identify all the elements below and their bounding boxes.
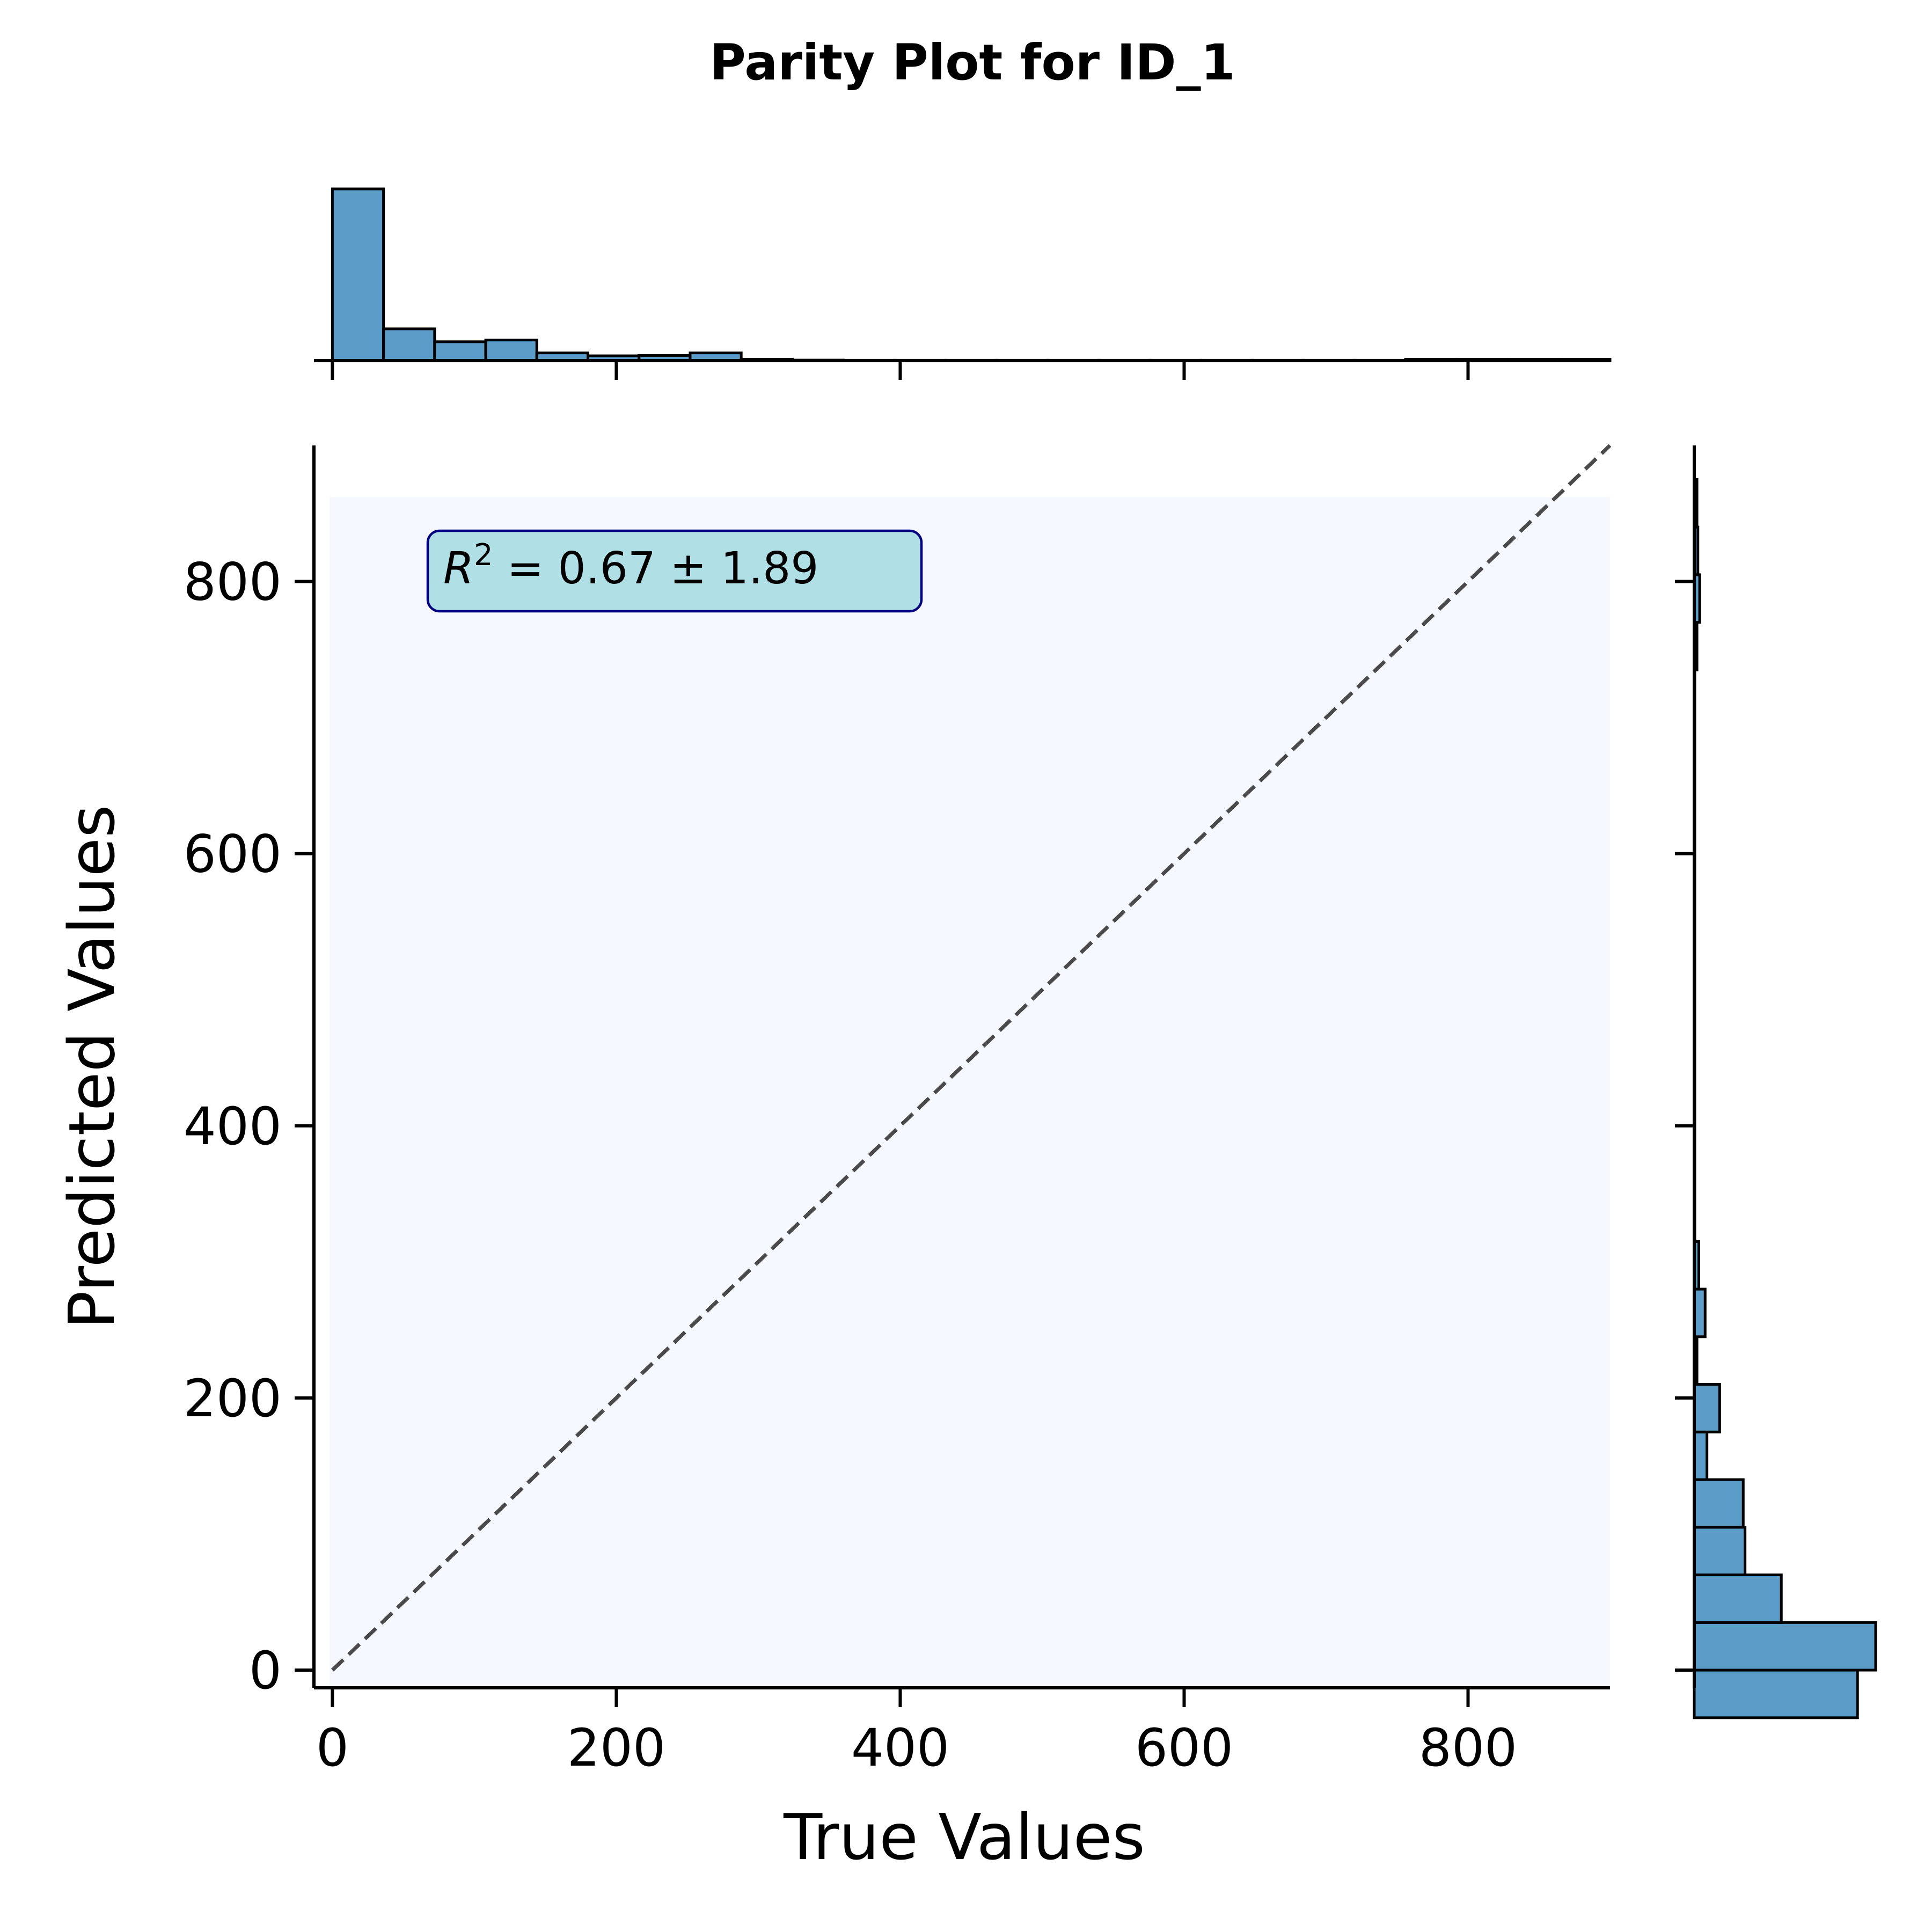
right-hist-bar — [1693, 1621, 1877, 1672]
x-tick-label: 200 — [567, 1718, 665, 1778]
r2-value: = 0.67 ± 1.89 — [493, 543, 819, 594]
r2-annotation-box — [426, 529, 923, 613]
y-tick-label: 0 — [249, 1641, 282, 1701]
x-tick-label: 600 — [1135, 1718, 1233, 1778]
right-hist-bar — [1693, 1668, 1859, 1719]
top-hist-bar — [382, 327, 436, 362]
main-plot-area — [330, 444, 1612, 1688]
right-hist-bar — [1693, 1383, 1721, 1433]
y-tick-label: 200 — [184, 1368, 282, 1429]
right-hist-bar — [1693, 1526, 1747, 1577]
main-axes — [295, 445, 1610, 1707]
r2-symbol: R — [443, 543, 474, 594]
y-tick-label: 800 — [184, 552, 282, 612]
x-axis-label: True Values — [783, 1800, 1145, 1874]
parity-line — [331, 444, 1612, 1672]
top-marginal-histogram — [314, 187, 1612, 380]
right-hist-bar — [1693, 1574, 1783, 1624]
top-hist-bar — [331, 187, 385, 362]
density-background — [330, 497, 1610, 1688]
x-tick-label: 0 — [316, 1718, 349, 1778]
top-hist-bar — [484, 339, 538, 362]
y-tick-labels: 0 200 400 600 800 — [184, 552, 282, 1701]
right-hist-bar — [1693, 1287, 1707, 1338]
right-hist-bar — [1693, 1430, 1709, 1481]
chart-title: Parity Plot for ID_1 — [709, 34, 1235, 91]
right-hist-bar — [1693, 1478, 1745, 1529]
top-hist-bar — [433, 340, 487, 362]
right-marginal-histogram — [1675, 445, 1877, 1719]
r2-superscript: 2 — [474, 538, 493, 573]
r2-annotation: R2 = 0.67 ± 1.89 — [426, 529, 923, 613]
y-axis-label: Predicted Values — [55, 805, 129, 1329]
r2-annotation-text: R2 = 0.67 ± 1.89 — [443, 538, 818, 594]
y-tick-label: 600 — [184, 824, 282, 884]
y-tick-label: 400 — [184, 1096, 282, 1157]
x-tick-label: 800 — [1419, 1718, 1517, 1778]
x-tick-label: 400 — [851, 1718, 949, 1778]
x-tick-labels: 0 200 400 600 800 — [316, 1718, 1517, 1778]
